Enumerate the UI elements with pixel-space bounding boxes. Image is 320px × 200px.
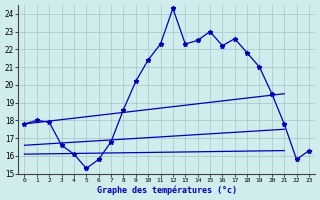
X-axis label: Graphe des températures (°c): Graphe des températures (°c) <box>97 186 237 195</box>
